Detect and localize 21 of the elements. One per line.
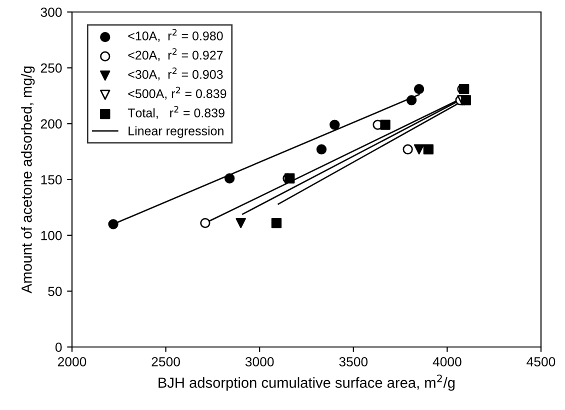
y-tick-label: 250 [40,63,62,73]
legend-label: Total, r$^{2}$ = 0.839 [128,106,224,119]
y-tick-label: 150 [41,175,62,184]
x-axis-title: BJH adsorption cumulative surface area, m$^{2}$/g [158,374,455,391]
x-tick-label: 3500 [339,357,368,366]
x-tick-label: 2500 [152,357,180,366]
y-tick-label: 0 [55,342,62,352]
y-tick-label: 50 [48,286,62,296]
legend-label: <500A, r$^{2}$ = 0.839 [128,86,226,100]
legend-label: <30A, r$^{2}$ = 0.903 [128,67,223,80]
legend-label: <20A, r$^{2}$ = 0.927 [128,48,223,62]
legend-label: <10A, r$^{2}$ = 0.980 [128,28,223,42]
x-tick-label: 2000 [58,357,86,366]
y-tick-label: 200 [40,119,62,129]
y-tick-label: 300 [40,8,62,17]
x-tick-label: 3000 [245,357,274,366]
y-axis-title: Amount of acetone adsorbed, mg/g [21,66,35,294]
legend-label: Linear regression [128,126,224,138]
x-tick-label: 4500 [526,357,556,366]
x-tick-label: 4000 [432,357,462,366]
y-tick-label: 100 [41,230,62,240]
